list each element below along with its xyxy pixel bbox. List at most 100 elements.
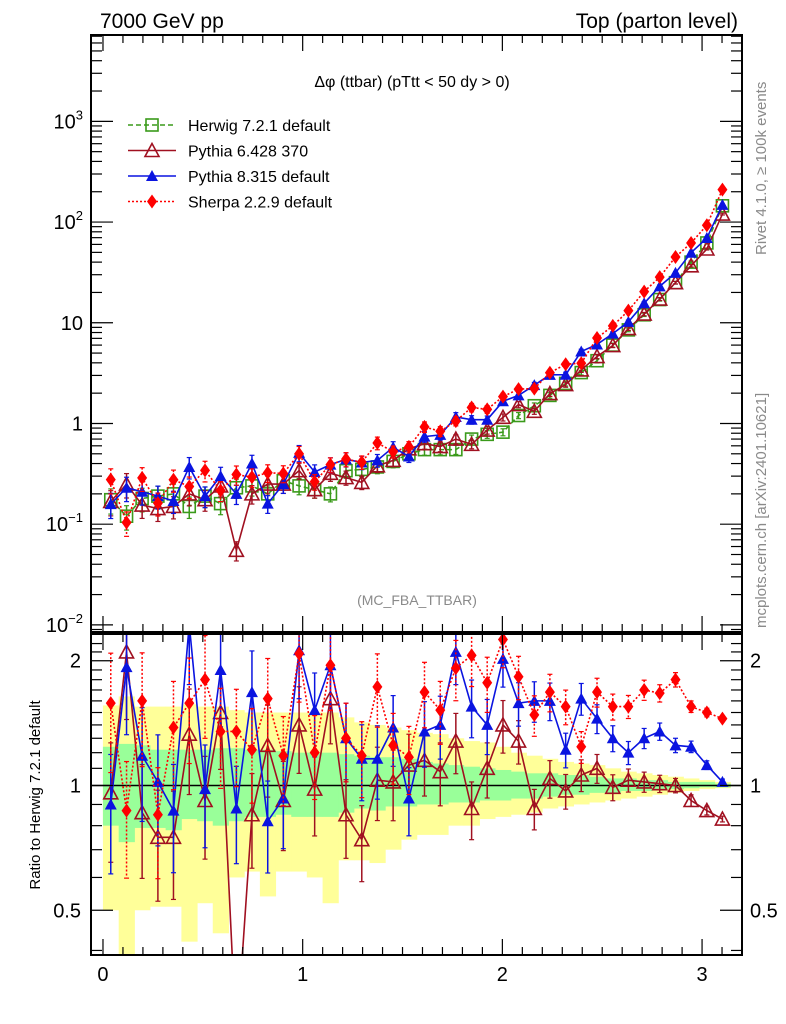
legend-marker (147, 194, 157, 209)
stat-uncertainty-band (447, 765, 465, 803)
legend-entry: Herwig 7.2.1 default (128, 118, 331, 135)
data-point (230, 802, 243, 814)
data-point (465, 413, 478, 425)
data-point (482, 675, 493, 690)
data-point (588, 759, 606, 776)
data-point (323, 487, 338, 501)
data-point (337, 806, 355, 822)
data-point (651, 775, 669, 791)
data-point (308, 704, 321, 716)
legend-marker (145, 118, 159, 132)
data-point (214, 470, 227, 482)
data-point (231, 724, 242, 739)
series-pythia-8-315-default (104, 198, 729, 520)
data-point (714, 810, 731, 826)
data-point (104, 498, 117, 510)
data-point (290, 716, 308, 732)
data-point (588, 347, 606, 364)
data-point (278, 748, 289, 763)
data-point (575, 692, 588, 704)
legend-entry: Sherpa 2.2.9 default (128, 194, 333, 212)
legend-marker (146, 170, 158, 181)
data-point (341, 731, 352, 746)
data-point (667, 776, 684, 793)
data-point (511, 408, 526, 423)
data-point (463, 799, 480, 816)
data-point (638, 297, 651, 309)
data-point (541, 384, 559, 401)
data-point (717, 711, 728, 726)
data-point (576, 739, 587, 754)
data-point (168, 472, 179, 487)
data-point (494, 408, 512, 425)
data-point (512, 697, 525, 709)
data-point (559, 743, 572, 755)
data-point (259, 736, 277, 753)
data-point (543, 388, 557, 403)
data-point (246, 470, 257, 485)
data-point (372, 435, 383, 450)
data-point (635, 305, 653, 321)
ratio-panel-frame (90, 633, 743, 956)
data-point (434, 718, 447, 730)
stat-uncertainty-band (118, 743, 135, 843)
data-point (184, 479, 195, 494)
data-point (213, 496, 228, 511)
data-point (604, 778, 622, 795)
data-point (510, 395, 527, 412)
data-point (478, 421, 496, 437)
data-point (478, 759, 496, 776)
data-point (701, 705, 712, 720)
data-point (544, 685, 555, 700)
data-point (183, 618, 195, 629)
data-point (120, 661, 133, 673)
data-point (572, 766, 590, 782)
data-point (653, 725, 666, 737)
legend: Herwig 7.2.1 default Pythia 6.428 370 Pyth… (128, 118, 333, 212)
ratio-panel-series (102, 618, 731, 955)
data-point (259, 475, 277, 491)
data-point (557, 375, 575, 392)
data-point (294, 646, 305, 661)
data-point (306, 780, 323, 796)
series-line (109, 634, 724, 824)
series-sherpa-2-2-9-default (105, 182, 728, 537)
data-point (356, 748, 367, 763)
data-point (419, 419, 430, 434)
x-tick-label: 0 (97, 964, 108, 986)
data-point (294, 446, 305, 461)
data-point (576, 356, 587, 371)
ratio-y-tick-label: 0.5 (53, 900, 81, 922)
data-point (604, 336, 622, 353)
data-point (243, 806, 261, 822)
data-point (435, 703, 446, 718)
series-pythia-6-428-370 (102, 205, 731, 562)
data-point (215, 483, 226, 498)
data-point (306, 481, 323, 497)
data-point (120, 481, 133, 493)
legend-label: Sherpa 2.2.9 default (188, 195, 333, 212)
data-point (450, 661, 461, 676)
data-point (606, 327, 619, 339)
data-point (137, 470, 148, 485)
data-point (384, 773, 402, 789)
analysis-label: (MC_FBA_TTBAR) (357, 592, 477, 608)
series-line (110, 204, 724, 506)
data-point (137, 693, 148, 708)
data-point (199, 490, 212, 502)
data-point (353, 473, 371, 490)
data-point (698, 240, 716, 256)
data-point (418, 725, 431, 737)
data-point (635, 773, 653, 789)
data-point (466, 648, 477, 663)
data-point (482, 402, 493, 417)
data-point (167, 804, 180, 816)
data-point (572, 361, 590, 377)
data-point (717, 182, 728, 197)
data-point (525, 799, 543, 816)
data-point (698, 801, 716, 818)
data-point (463, 435, 480, 452)
x-tick-label: 2 (497, 964, 508, 986)
y-tick-label: 10−1 (46, 510, 83, 536)
